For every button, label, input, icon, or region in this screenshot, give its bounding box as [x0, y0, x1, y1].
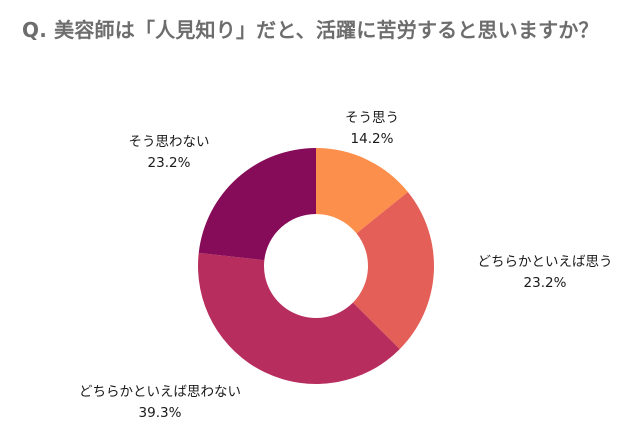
slice-label-2: どちらかといえば思う	[478, 254, 613, 270]
donut-slice-2	[352, 192, 434, 350]
donut-slice-1	[316, 148, 408, 234]
slice-value-1: 14.2%	[351, 131, 394, 147]
donut-slice-4	[198, 148, 316, 261]
slice-value-4: 23.2%	[148, 155, 191, 171]
slice-label-1: そう思う	[345, 110, 399, 126]
slice-value-3: 39.3%	[139, 405, 182, 421]
slice-label-3: どちらかといえば思わない	[79, 384, 241, 400]
slice-value-2: 23.2%	[524, 275, 567, 291]
donut-slice-3	[198, 252, 400, 385]
slice-label-4: そう思わない	[129, 134, 210, 150]
chart-title: Q. 美容師は「人見知り」だと、活躍に苦労すると思いますか？	[22, 18, 599, 42]
